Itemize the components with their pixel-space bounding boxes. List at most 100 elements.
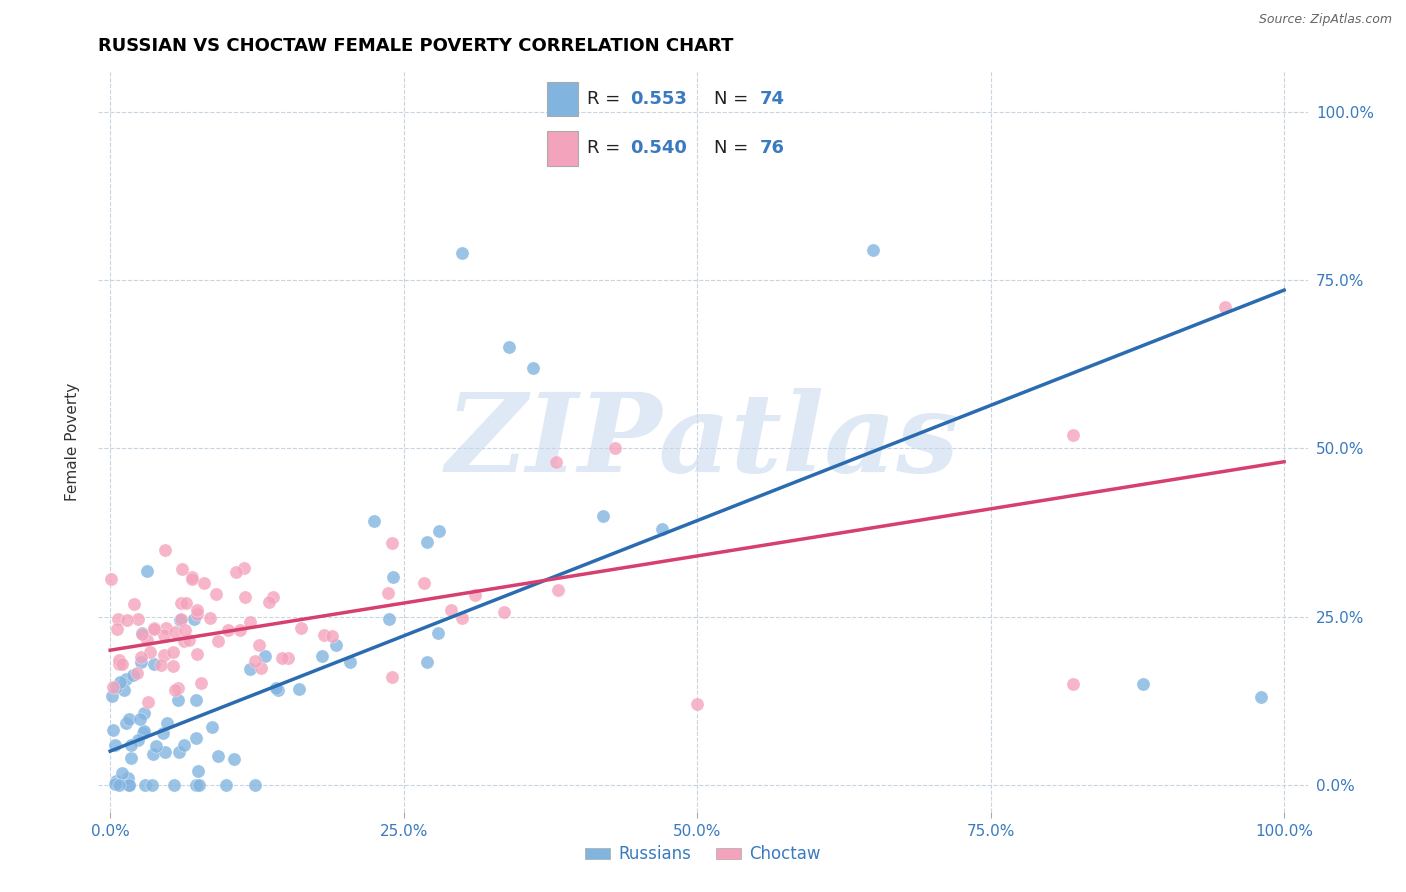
Point [451, 610, 474, 624]
Point [1062, 427, 1084, 442]
Point [201, 720, 224, 734]
Point [225, 566, 247, 580]
Point [139, 644, 162, 658]
Point [413, 576, 436, 591]
Text: R =: R = [586, 139, 626, 157]
Point [498, 340, 520, 354]
Point [118, 778, 141, 792]
Point [103, 739, 125, 753]
Point [522, 360, 544, 375]
Point [153, 543, 176, 558]
Point [267, 683, 290, 698]
Text: ZIPatlas: ZIPatlas [446, 388, 960, 495]
Point [217, 624, 239, 638]
Point [105, 623, 128, 637]
Text: 0.540: 0.540 [630, 139, 688, 157]
Point [183, 611, 205, 625]
Point [163, 682, 186, 697]
Point [108, 675, 131, 690]
Point [143, 621, 166, 635]
Point [108, 653, 131, 667]
Point [184, 731, 207, 746]
Point [104, 774, 127, 789]
Point [136, 695, 159, 709]
Point [416, 535, 439, 549]
Point [104, 777, 127, 791]
Point [173, 738, 195, 752]
Point [117, 771, 139, 785]
Point [167, 745, 190, 759]
Point [152, 648, 174, 663]
Point [134, 778, 156, 792]
Point [153, 745, 176, 759]
Point [651, 522, 673, 536]
Point [321, 629, 343, 643]
Point [186, 778, 208, 792]
Point [264, 681, 287, 696]
Point [115, 614, 138, 628]
Text: Source: ZipAtlas.com: Source: ZipAtlas.com [1258, 13, 1392, 27]
Point [381, 670, 404, 684]
Point [243, 778, 266, 792]
Point [156, 715, 179, 730]
Point [290, 621, 312, 635]
Point [363, 514, 385, 528]
Legend: Russians, Choctaw: Russians, Choctaw [578, 838, 828, 870]
Point [215, 778, 238, 792]
Point [121, 668, 143, 682]
Point [134, 706, 156, 721]
Point [103, 723, 125, 737]
Point [128, 712, 150, 726]
Point [204, 587, 226, 601]
Point [262, 590, 284, 604]
Text: N =: N = [714, 139, 754, 157]
Point [232, 561, 254, 575]
Point [250, 661, 273, 675]
Point [112, 683, 135, 698]
FancyBboxPatch shape [547, 82, 578, 116]
Point [170, 612, 193, 626]
Point [101, 689, 124, 703]
Point [120, 750, 142, 764]
Point [115, 672, 138, 686]
Point [427, 626, 450, 640]
Point [186, 647, 208, 661]
Point [169, 613, 191, 627]
Point [135, 632, 157, 647]
Point [162, 645, 184, 659]
Point [115, 715, 138, 730]
Point [1215, 300, 1237, 314]
Point [180, 569, 202, 583]
Point [118, 778, 141, 792]
Point [378, 612, 401, 626]
Point [311, 649, 333, 664]
Point [207, 633, 229, 648]
Point [145, 739, 167, 753]
Point [440, 603, 463, 617]
Point [1132, 677, 1154, 691]
Point [198, 611, 221, 625]
Point [125, 666, 148, 681]
Point [1062, 677, 1084, 691]
Point [153, 628, 176, 642]
Point [142, 747, 165, 762]
Point [592, 508, 614, 523]
Point [187, 764, 209, 778]
Point [101, 680, 124, 694]
Point [152, 725, 174, 739]
Point [176, 596, 198, 610]
Point [603, 442, 626, 456]
Point [239, 662, 262, 676]
Point [257, 595, 280, 609]
Point [288, 682, 311, 697]
Point [233, 590, 256, 604]
Point [180, 572, 202, 586]
Text: 76: 76 [761, 139, 785, 157]
Point [184, 693, 207, 707]
Point [186, 603, 208, 617]
Point [172, 562, 194, 576]
Point [547, 583, 569, 598]
Point [127, 612, 149, 626]
Point [271, 650, 294, 665]
Point [247, 638, 270, 652]
